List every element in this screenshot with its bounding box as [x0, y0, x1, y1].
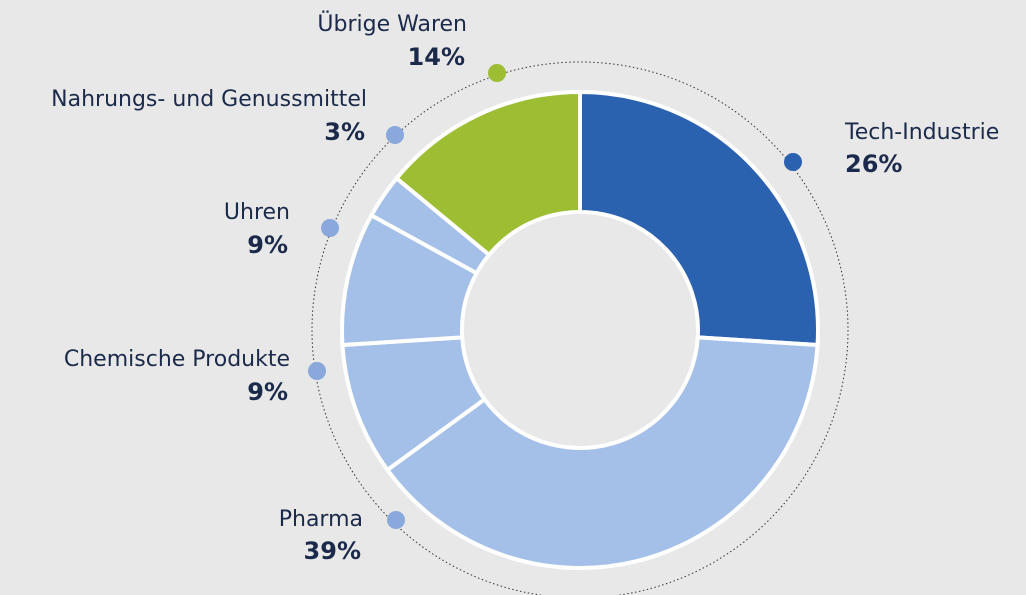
value-label: 39%	[304, 537, 361, 565]
slice-label: Chemische Produkte	[64, 347, 290, 372]
value-label: 3%	[324, 118, 365, 146]
slice-label: Tech-Industrie	[844, 120, 999, 145]
value-label: 9%	[247, 231, 288, 259]
slice-label: Pharma	[279, 507, 363, 532]
slice	[393, 89, 582, 258]
value-label: 9%	[247, 378, 288, 406]
slice-label: Übrige Waren	[317, 11, 467, 37]
slice	[578, 89, 820, 348]
slice-label: Nahrungs- und Genussmittel	[51, 87, 367, 112]
label-marker	[387, 511, 405, 529]
value-label: 14%	[408, 43, 465, 71]
guide-circle	[311, 61, 849, 595]
slice-label: Uhren	[224, 200, 290, 225]
value-label: 26%	[845, 150, 902, 178]
slice	[384, 335, 820, 570]
label-marker	[386, 126, 404, 144]
label-marker	[488, 64, 506, 82]
label-marker	[308, 362, 326, 380]
label-marker	[321, 219, 339, 237]
label-marker	[784, 153, 802, 171]
